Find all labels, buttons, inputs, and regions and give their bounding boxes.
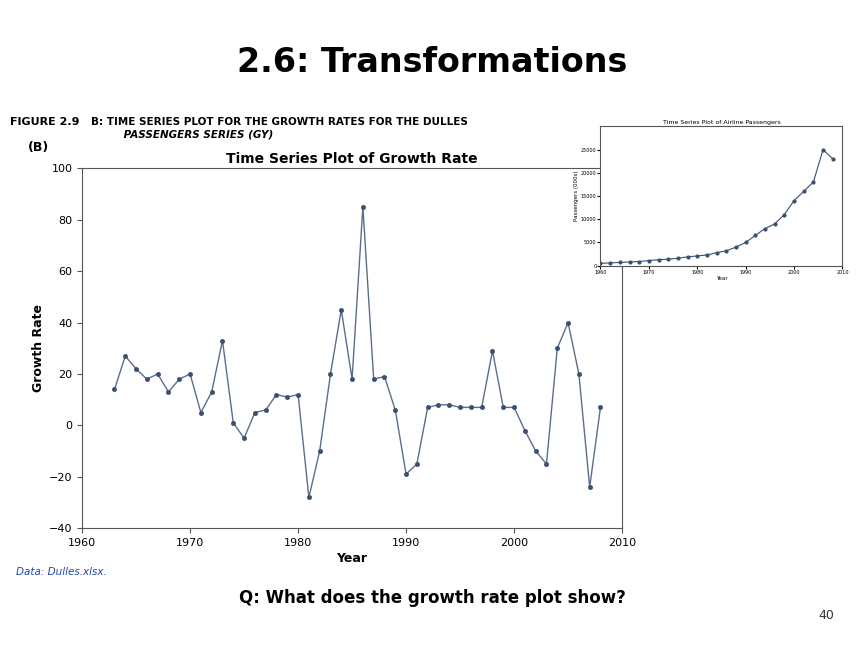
Text: except for use as permitted in a license distributed with a certain product or s: except for use as permitted in a license…: [161, 638, 703, 644]
X-axis label: Year: Year: [337, 552, 367, 565]
Text: Q: What does the growth rate plot show?: Q: What does the growth rate plot show?: [238, 589, 626, 607]
Text: B: TIME SERIES PLOT FOR THE GROWTH RATES FOR THE DULLES: B: TIME SERIES PLOT FOR THE GROWTH RATES…: [91, 117, 467, 126]
Text: 40: 40: [818, 609, 834, 622]
Title: Time Series Plot of Growth Rate: Time Series Plot of Growth Rate: [226, 152, 478, 166]
Y-axis label: Passengers (000s): Passengers (000s): [575, 171, 579, 221]
Title: Time Series Plot of Airline Passengers: Time Series Plot of Airline Passengers: [663, 120, 780, 124]
Text: PASSENGERS SERIES (GY): PASSENGERS SERIES (GY): [91, 130, 273, 139]
Text: (B): (B): [28, 141, 49, 154]
Text: © 2013 Cengage Learning. All Rights Reserved. May not be copied, scanned, or dup: © 2013 Cengage Learning. All Rights Rese…: [232, 627, 632, 634]
Text: Data: Dulles.xlsx.: Data: Dulles.xlsx.: [16, 567, 106, 577]
Text: 2.6: Transformations: 2.6: Transformations: [237, 46, 627, 79]
Text: FIGURE 2.9: FIGURE 2.9: [10, 117, 79, 126]
X-axis label: Year: Year: [715, 276, 727, 281]
Y-axis label: Growth Rate: Growth Rate: [32, 305, 45, 392]
